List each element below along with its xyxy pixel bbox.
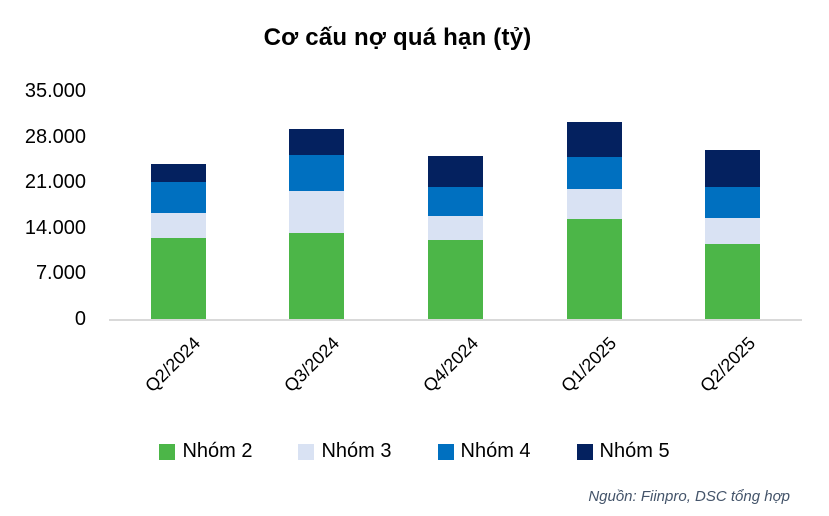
bar-segment [705, 186, 761, 219]
bar-segment [566, 156, 622, 189]
bar-segment [428, 216, 483, 240]
bar-segment [289, 233, 345, 319]
legend-label: Nhóm 5 [599, 440, 670, 462]
legend-label: Nhóm 2 [182, 440, 253, 462]
bar-segment [289, 154, 345, 191]
bar-segment [150, 237, 206, 319]
legend-swatch-icon [159, 443, 176, 460]
bar-segment [566, 188, 622, 219]
bar-segment [705, 244, 761, 319]
y-tick-label: 14.000 [24, 216, 86, 239]
chart-title: Cơ cấu nợ quá hạn (tỷ) [263, 24, 532, 51]
x-axis-line [109, 319, 802, 321]
source-note: Nguồn: Fiinpro, DSC tổng hợp [588, 488, 790, 505]
x-axis-label: Q2/2024 [141, 333, 205, 396]
legend: Nhóm 2 Nhóm 3 Nhóm 4 Nhóm 5 [0, 440, 829, 463]
y-tick-label: 28.000 [24, 125, 86, 148]
legend-swatch-icon [576, 443, 593, 460]
stacked-bar-Q1/2025 [566, 121, 622, 319]
legend-item-nhóm-2: Nhóm 2 [159, 440, 252, 463]
x-axis-label: Q1/2025 [557, 333, 621, 396]
legend-item-nhóm-4: Nhóm 4 [437, 440, 531, 463]
legend-item-nhóm-5: Nhóm 5 [576, 440, 670, 463]
bar-segment [150, 164, 206, 182]
stacked-bar-Q2/2025 [705, 149, 761, 319]
x-axis-label: Q3/2024 [280, 333, 344, 396]
bar-segment [705, 218, 761, 245]
bar-segment [428, 186, 483, 217]
legend-swatch-icon [437, 443, 454, 460]
y-tick-label: 35.000 [24, 80, 86, 102]
bar-segment [566, 218, 622, 319]
bar-segment [150, 213, 206, 238]
y-tick-label: 0 [74, 308, 86, 330]
legend-swatch-icon [298, 443, 315, 460]
y-axis: 0 7.000 14.000 21.000 28.000 35.000 [0, 80, 86, 330]
legend-item-nhóm-3: Nhóm 3 [298, 440, 392, 463]
x-axis-label: Q2/2025 [695, 333, 759, 396]
bar-segment [428, 239, 483, 319]
legend-label: Nhóm 4 [460, 440, 531, 462]
bar-segment [289, 128, 345, 155]
y-tick-label: 7.000 [35, 262, 86, 285]
bar-segment [566, 121, 622, 157]
legend-label: Nhóm 3 [321, 440, 392, 462]
bar-segment [150, 181, 206, 214]
bar-segment [289, 190, 345, 234]
stacked-bar-Q2/2024 [150, 164, 206, 319]
stacked-bar-Q4/2024 [428, 156, 483, 319]
bar-segment [705, 149, 761, 187]
plot-area [109, 91, 802, 319]
stacked-bar-Q3/2024 [289, 128, 345, 319]
x-axis-label: Q4/2024 [418, 333, 482, 396]
bar-segment [428, 156, 483, 187]
y-tick-label: 21.000 [24, 171, 86, 194]
